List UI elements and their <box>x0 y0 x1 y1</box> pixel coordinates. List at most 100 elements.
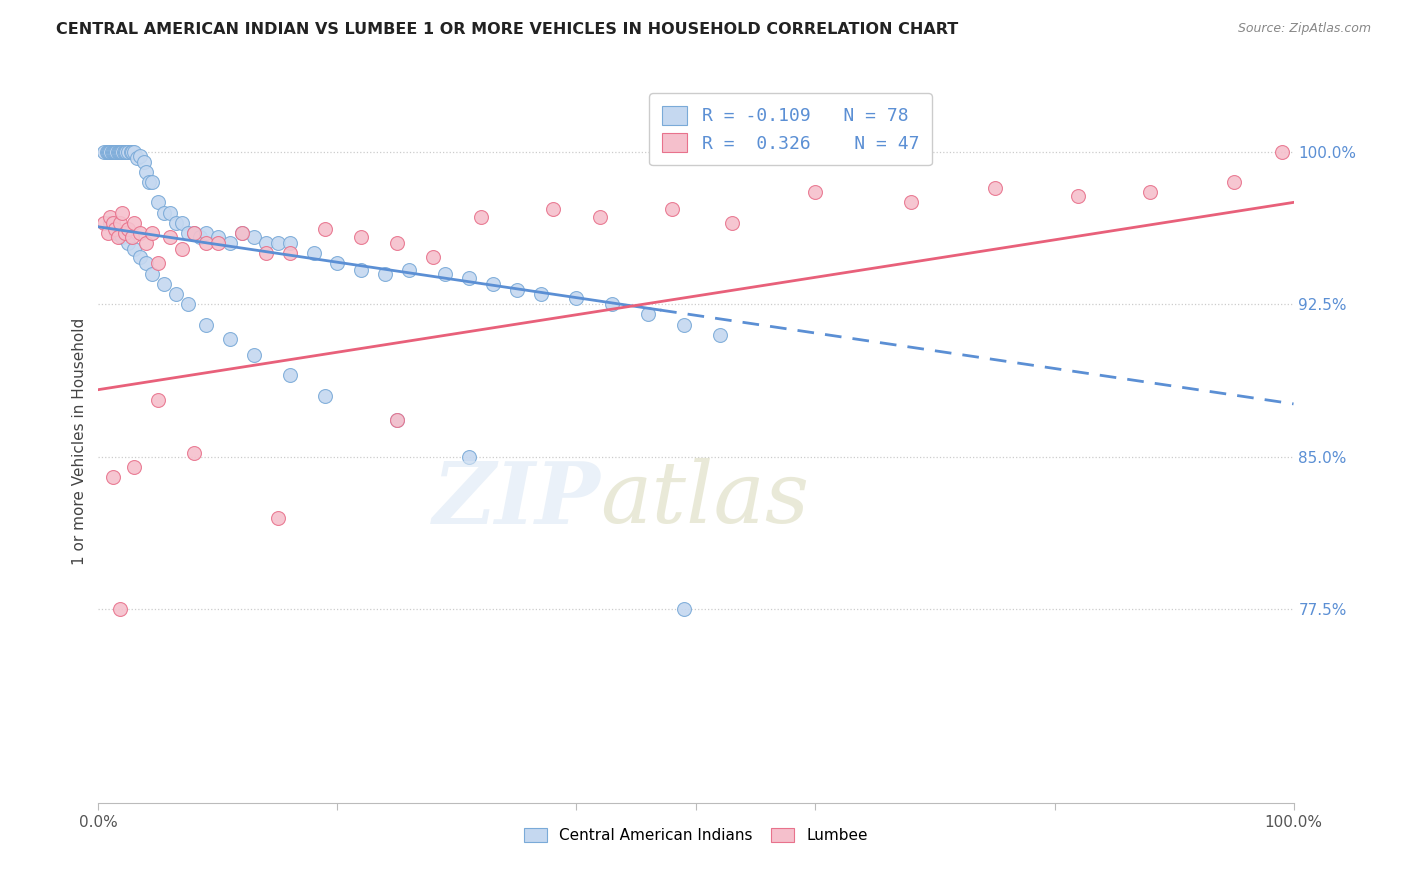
Point <box>124 460 146 475</box>
Point <box>673 602 696 616</box>
Point <box>434 267 457 281</box>
Point <box>107 145 129 159</box>
Point <box>108 602 131 616</box>
Point <box>422 251 444 265</box>
Point <box>243 348 266 362</box>
Point <box>661 202 683 216</box>
Point <box>458 270 481 285</box>
Point <box>278 236 301 251</box>
Point <box>398 262 420 277</box>
Point <box>219 236 242 251</box>
Point <box>172 216 194 230</box>
Point <box>195 318 218 332</box>
Point <box>129 251 152 265</box>
Legend: Central American Indians, Lumbee: Central American Indians, Lumbee <box>517 822 875 849</box>
Point <box>385 413 409 427</box>
Point <box>104 145 127 159</box>
Point <box>101 216 124 230</box>
Point <box>135 256 157 270</box>
Point <box>101 145 124 159</box>
Point <box>129 148 152 162</box>
Point <box>709 327 731 342</box>
Point <box>243 230 266 244</box>
Point <box>207 236 229 251</box>
Point <box>93 145 115 159</box>
Point <box>153 205 176 219</box>
Point <box>302 246 325 260</box>
Point <box>165 287 187 301</box>
Point <box>97 226 120 240</box>
Point <box>385 236 409 251</box>
Point <box>315 222 337 236</box>
Point <box>114 145 136 159</box>
Point <box>207 230 229 244</box>
Point <box>219 332 242 346</box>
Point <box>135 165 157 179</box>
Point <box>120 145 142 159</box>
Point <box>121 230 143 244</box>
Point <box>530 287 553 301</box>
Point <box>721 216 744 230</box>
Point <box>111 230 134 244</box>
Point <box>107 230 129 244</box>
Point <box>132 154 155 169</box>
Point <box>673 318 696 332</box>
Y-axis label: 1 or more Vehicles in Household: 1 or more Vehicles in Household <box>72 318 87 566</box>
Point <box>105 145 128 159</box>
Point <box>177 226 200 240</box>
Point <box>101 470 124 484</box>
Point <box>124 145 146 159</box>
Point <box>153 277 176 291</box>
Point <box>565 291 588 305</box>
Point <box>141 226 163 240</box>
Point <box>93 216 115 230</box>
Point <box>1067 189 1090 203</box>
Point <box>231 226 253 240</box>
Point <box>385 413 409 427</box>
Text: Source: ZipAtlas.com: Source: ZipAtlas.com <box>1237 22 1371 36</box>
Point <box>135 236 157 251</box>
Point <box>458 450 481 464</box>
Point <box>602 297 624 311</box>
Point <box>138 175 160 189</box>
Point <box>159 205 181 219</box>
Point <box>637 307 659 321</box>
Point <box>114 226 136 240</box>
Point <box>183 446 205 460</box>
Point <box>104 222 127 236</box>
Point <box>374 267 396 281</box>
Point <box>267 511 290 525</box>
Point <box>589 210 612 224</box>
Point <box>278 246 301 260</box>
Point <box>470 210 492 224</box>
Point <box>278 368 301 383</box>
Point <box>103 145 125 159</box>
Point <box>148 195 170 210</box>
Point <box>105 226 128 240</box>
Point <box>148 256 170 270</box>
Point <box>121 145 143 159</box>
Point <box>107 145 129 159</box>
Point <box>98 145 121 159</box>
Point <box>97 145 120 159</box>
Point <box>111 205 134 219</box>
Point <box>326 256 349 270</box>
Point <box>172 242 194 256</box>
Point <box>254 246 277 260</box>
Point <box>112 145 135 159</box>
Point <box>125 151 148 165</box>
Point <box>124 242 146 256</box>
Point <box>141 267 163 281</box>
Point <box>165 216 187 230</box>
Point <box>115 145 138 159</box>
Point <box>900 195 922 210</box>
Point <box>98 210 122 224</box>
Point <box>267 236 290 251</box>
Point <box>231 226 253 240</box>
Point <box>177 297 200 311</box>
Point <box>350 230 373 244</box>
Point <box>117 222 139 236</box>
Point <box>1223 175 1246 189</box>
Text: ZIP: ZIP <box>433 458 600 541</box>
Point <box>350 262 373 277</box>
